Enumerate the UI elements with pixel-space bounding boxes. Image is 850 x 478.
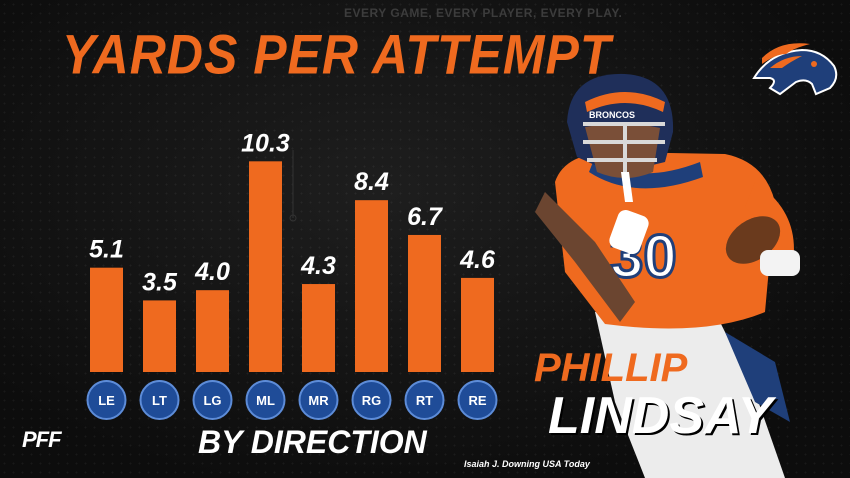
- value-label-le: 5.1: [89, 236, 124, 264]
- player-photo: 30 BRONCOS: [535, 73, 800, 478]
- chart-title: YARDS PER ATTEMPT: [62, 23, 612, 86]
- pff-logo-icon: PFF: [22, 427, 62, 452]
- category-label-rg: RG: [362, 393, 382, 408]
- category-label-re: RE: [468, 393, 486, 408]
- category-badge-lt: [139, 380, 180, 420]
- category-label-lt: LT: [152, 393, 167, 408]
- bar-le: [90, 267, 123, 372]
- bar-lt: [143, 300, 176, 372]
- category-label-lg: LG: [203, 393, 221, 408]
- value-label-lt: 3.5: [142, 268, 178, 296]
- category-badge-ml: [245, 380, 286, 420]
- category-label-le: LE: [98, 393, 115, 408]
- value-label-lg: 4.0: [194, 258, 230, 286]
- value-label-re: 4.6: [459, 246, 496, 274]
- bar-rg: [355, 200, 388, 372]
- value-label-ml: 10.3: [241, 129, 290, 157]
- bar-mr: [302, 284, 335, 372]
- value-label-rg: 8.4: [354, 168, 389, 196]
- bar-re: [461, 277, 494, 372]
- bar-lg: [196, 290, 229, 372]
- player-first-name: PHILLIP: [534, 346, 688, 390]
- x-axis-label: BY DIRECTION: [198, 424, 427, 460]
- bar-ml: [249, 161, 282, 372]
- category-label-ml: ML: [256, 393, 275, 408]
- value-label-mr: 4.3: [300, 252, 336, 280]
- broncos-logo-icon: [752, 43, 838, 96]
- category-badge-mr: [298, 380, 339, 420]
- category-label-mr: MR: [308, 393, 329, 408]
- category-badge-lg: [192, 380, 233, 420]
- value-label-rt: 6.7: [407, 203, 443, 231]
- tagline: EVERY GAME, EVERY PLAYER, EVERY PLAY.: [344, 6, 623, 20]
- category-badge-le: [86, 380, 127, 420]
- category-badge-rg: [351, 380, 392, 420]
- category-badge-re: [457, 380, 498, 420]
- bar-rt: [408, 234, 441, 372]
- helmet-text: BRONCOS: [589, 110, 635, 120]
- category-label-rt: RT: [416, 393, 433, 408]
- category-badge-rt: [404, 380, 445, 420]
- bars-group: 5.1 LE 3.5 LT 4.0 LG 10.3 ML 4.3 MR 8.4 RG 6.7 RT 4.6 R…: [86, 129, 498, 420]
- player-last-name: LINDSAY: [548, 387, 773, 445]
- photo-credit: Isaiah J. Downing USA Today: [464, 459, 590, 469]
